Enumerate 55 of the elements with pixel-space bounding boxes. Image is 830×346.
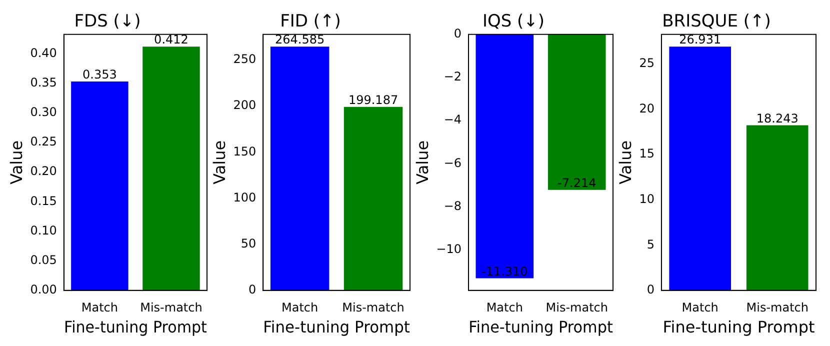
y-axis-title: Value — [616, 140, 635, 184]
y-tick-label: 0 — [646, 282, 654, 297]
y-tick-label: 10 — [639, 192, 654, 206]
y-tick-label: 100 — [233, 190, 256, 204]
y-axis-title: Value — [412, 140, 432, 184]
y-tick-label: 0.40 — [30, 46, 57, 60]
y-tick-label: −8 — [444, 198, 462, 213]
y-tick-label: 0.10 — [30, 223, 57, 238]
y-tick-label: 0.15 — [30, 194, 57, 208]
x-tick-label: Match — [282, 300, 318, 315]
y-tick-label: 0.25 — [30, 134, 57, 149]
y-tick-label: 200 — [233, 98, 256, 112]
x-axis-title: Fine-tuning Prompt — [468, 318, 613, 337]
y-tick-label: 50 — [240, 236, 256, 250]
y-tick-label: 150 — [233, 144, 256, 158]
data-label: -7.214 — [558, 176, 596, 190]
y-tick-label: 0.05 — [30, 252, 57, 267]
y-tick-label: 0 — [248, 282, 256, 297]
x-tick-label: Match — [486, 300, 523, 315]
y-tick-label: 20 — [639, 101, 654, 116]
y-tick-label: 5 — [646, 237, 654, 252]
x-tick-label: Mis-match — [546, 300, 608, 315]
y-axis-title: Value — [210, 140, 229, 184]
y-tick-label: 0.00 — [30, 282, 57, 297]
y-tick-label: 15 — [639, 146, 654, 161]
data-label: 26.931 — [679, 32, 722, 47]
x-tick-label: Mis-match — [342, 300, 404, 315]
y-tick-label: −4 — [444, 112, 462, 127]
x-tick-label: Mis-match — [746, 300, 808, 315]
y-tick-label: 0.20 — [30, 164, 57, 178]
data-label: -11.310 — [481, 264, 528, 278]
y-tick-label: 25 — [639, 56, 654, 70]
y-tick-label: −10 — [436, 242, 462, 256]
data-label: 0.353 — [82, 68, 117, 82]
y-axis-title: Value — [6, 140, 26, 184]
y-tick-label: 250 — [233, 52, 256, 66]
y-tick-label: 0.35 — [30, 75, 57, 90]
x-axis-title: Fine-tuning Prompt — [263, 317, 410, 337]
chart-title: BRISQUE (↑) — [662, 12, 771, 32]
x-tick-label: Mis-match — [140, 300, 202, 315]
chart-title: IQS (↓) — [482, 12, 545, 32]
x-axis-title: Fine-tuning Prompt — [64, 318, 207, 337]
x-axis-title: Fine-tuning Prompt — [662, 318, 815, 337]
y-tick-label: 0.30 — [30, 104, 57, 119]
data-label: 264.585 — [275, 32, 325, 47]
chart-title: FDS (↓) — [74, 12, 141, 32]
x-tick-label: Match — [81, 300, 118, 315]
x-tick-label: Match — [682, 300, 718, 315]
data-label: 18.243 — [756, 111, 798, 126]
y-tick-label: −6 — [444, 156, 462, 170]
data-label: 0.412 — [154, 32, 188, 47]
y-tick-label: −2 — [444, 70, 462, 84]
chart-title: FID (↑) — [280, 12, 341, 32]
data-label: 199.187 — [348, 92, 398, 107]
y-tick-label: 0 — [454, 26, 462, 41]
